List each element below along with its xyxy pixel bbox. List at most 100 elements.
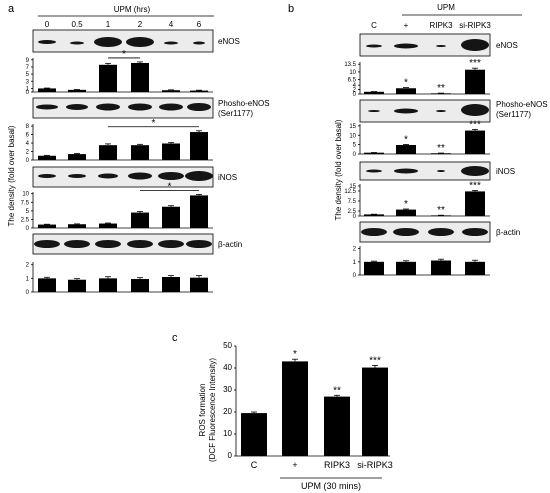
y-tick-label: 5: [353, 143, 357, 149]
bar-2: [99, 64, 117, 92]
y-tick-label: 10: [223, 429, 232, 438]
y-tick-label: 0: [353, 214, 357, 220]
panel-b-ylabel: The density (fold over basal): [334, 119, 343, 220]
y-tick-label: 15: [349, 184, 356, 190]
significance-mark: *: [152, 118, 156, 129]
y-tick-label: 0: [353, 273, 357, 279]
panel-a-lane-4: 4: [169, 20, 174, 29]
y-tick-label: 0: [228, 451, 233, 460]
y-tick-label: 7.5: [348, 199, 357, 205]
significance-mark: **: [437, 205, 445, 216]
y-tick-label: 0: [26, 90, 30, 96]
panel-b-blot-inos: [359, 161, 491, 181]
bar-1: [68, 154, 86, 160]
panel-b-blot-actin: [359, 221, 491, 243]
y-tick-label: 0: [26, 290, 30, 296]
bar-5: [190, 132, 208, 160]
panel-b-label-peNOS-1: Phosho-eNOS: [496, 100, 548, 109]
significance-mark: *: [404, 78, 408, 89]
panel-a-label-enos: eNOS: [218, 37, 240, 46]
bar-1: [396, 145, 416, 154]
y-tick-label: 20: [223, 407, 232, 416]
bar-2: [99, 278, 117, 292]
bar-3: [465, 69, 485, 94]
bar-3: [131, 279, 149, 292]
significance-mark: **: [333, 385, 341, 396]
y-tick-label: 3: [26, 79, 30, 85]
panel-b-lane-0: C: [371, 21, 377, 30]
bar-1: [68, 224, 86, 228]
bar-0: [241, 413, 267, 456]
panel-b-label-peNOS-2: (Ser1177): [496, 110, 531, 119]
y-tick-label: 13.5: [344, 62, 356, 68]
y-tick-label: 50: [223, 341, 232, 350]
bar-0: [38, 224, 56, 228]
significance-mark: ***: [469, 58, 481, 69]
bar-2: [99, 223, 117, 228]
panel-a-lane-5: 6: [197, 20, 202, 29]
y-tick-label: 1: [353, 260, 357, 266]
bar-1: [68, 89, 86, 92]
x-tick-label: RIPK3: [324, 460, 350, 470]
panel-c-ylabel-1: ROS formation: [198, 384, 207, 437]
significance-mark: *: [404, 199, 408, 210]
y-tick-label: 2: [26, 263, 30, 269]
y-tick-label: 2.5: [21, 217, 30, 223]
y-tick-label: 2: [26, 150, 30, 156]
bar-4: [162, 206, 180, 228]
panel-b-lane-2: RIPK3: [429, 21, 453, 30]
significance-mark: *: [122, 49, 126, 60]
bar-3: [131, 212, 149, 228]
y-tick-label: 12.5: [344, 189, 356, 195]
bar-4: [162, 90, 180, 92]
panel-b-blot-peNOS: [359, 99, 491, 123]
y-tick-label: 7: [26, 65, 30, 71]
panel-b-lane-1: +: [404, 21, 409, 30]
y-tick-label: 10: [22, 192, 29, 198]
significance-mark: ***: [469, 119, 481, 130]
panel-a-label-inos: iNOS: [218, 173, 237, 182]
panel-b-lane-labels: C + RIPK3 si-RIPK3: [371, 21, 491, 30]
y-tick-label: 8: [26, 124, 30, 130]
chart-a-iNOS: 0 2.5 5 7.5 10 *: [21, 181, 213, 232]
panel-a-label-peNOS-2: (Ser1177): [218, 109, 253, 118]
bar-1: [282, 361, 308, 456]
panel-a-lane-1: 0.5: [71, 20, 83, 29]
bar-1: [396, 88, 416, 94]
significance-mark: *: [168, 181, 172, 192]
panel-a-lane-0: 0: [45, 20, 50, 29]
x-tick-label: si-RIPK3: [357, 460, 393, 470]
significance-mark: ***: [469, 180, 481, 191]
panel-b-header: UPM: [437, 3, 455, 12]
panel-label-c: c: [172, 332, 178, 344]
y-tick-label: 6.5: [348, 78, 357, 84]
bar-4: [162, 143, 180, 160]
bar-5: [190, 277, 208, 292]
y-tick-label: 7.5: [21, 200, 30, 206]
bar-1: [68, 279, 86, 292]
y-tick-label: 40: [223, 363, 232, 372]
panel-a-ylabel: The density (fold over basal): [7, 125, 16, 226]
panel-a-blot-enos: [32, 29, 214, 53]
x-tick-label: C: [251, 460, 258, 470]
y-tick-label: 9: [26, 58, 30, 64]
y-tick-label: 0: [353, 92, 357, 98]
chart-b-iNOS: 02.57.512.515******: [344, 180, 490, 220]
panel-a-label-actin: β-actin: [218, 240, 242, 249]
bar-0: [38, 278, 56, 292]
bar-2: [431, 153, 451, 154]
y-tick-label: 4: [26, 141, 30, 147]
panel-a-label-peNOS-1: Phosho-eNOS: [218, 99, 270, 108]
panel-b-lane-3: si-RIPK3: [459, 21, 491, 30]
y-tick-label: 6: [26, 133, 30, 139]
bar-0: [364, 91, 384, 94]
x-tick-label: +: [292, 460, 297, 470]
chart-a-actin: 0 1 2: [26, 262, 213, 296]
bar-0: [364, 214, 384, 216]
y-tick-label: 1: [26, 86, 30, 92]
bar-3: [465, 191, 485, 216]
y-tick-label: 2.5: [348, 209, 357, 215]
